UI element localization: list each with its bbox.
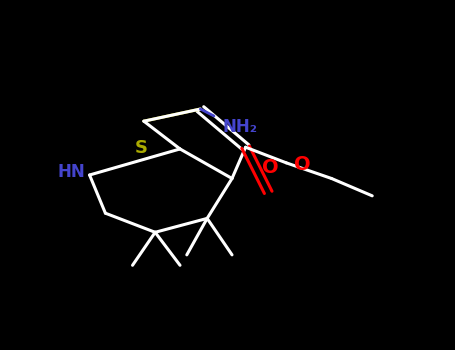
Text: O: O [294,155,311,174]
Text: NH₂: NH₂ [222,118,257,136]
Text: S: S [135,139,148,157]
Text: HN: HN [57,162,85,181]
Text: O: O [262,158,279,177]
